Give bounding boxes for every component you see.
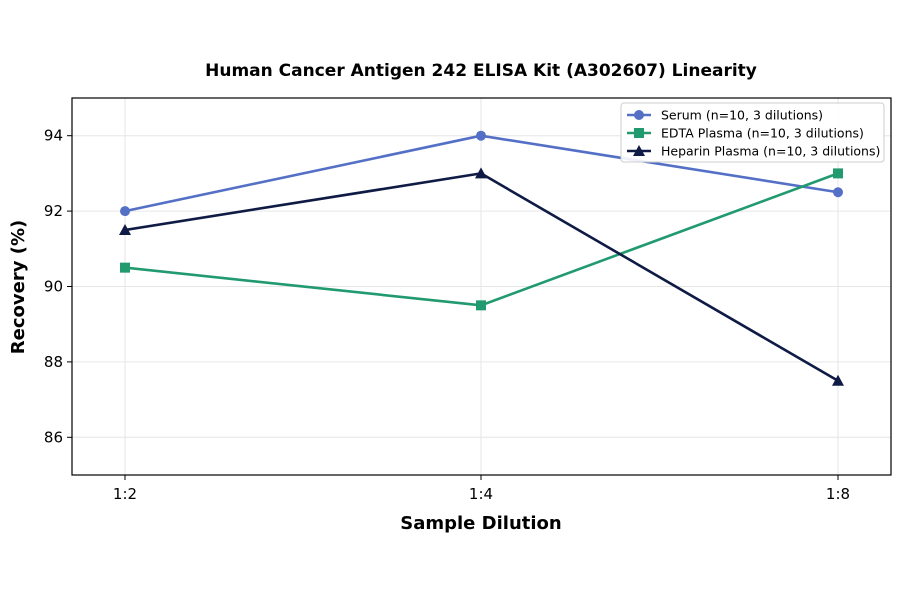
data-point (476, 300, 486, 311)
y-tick-label: 94 (44, 127, 63, 145)
legend-item: EDTA Plasma (n=10, 3 dilutions) (627, 126, 864, 141)
legend: Serum (n=10, 3 dilutions) EDTA Plasma (n=… (620, 102, 885, 163)
legend-label: EDTA Plasma (n=10, 3 dilutions) (661, 126, 864, 141)
series-layer (119, 130, 844, 386)
x-tick-label: 1:4 (469, 485, 493, 503)
y-tick-label: 90 (44, 278, 63, 296)
series-0 (120, 130, 843, 217)
series-2 (119, 167, 844, 386)
legend-box (620, 102, 885, 163)
data-point (120, 262, 130, 273)
data-point (833, 187, 843, 198)
data-point (475, 167, 487, 179)
data-point (476, 130, 486, 141)
legend-label: Heparin Plasma (n=10, 3 dilutions) (661, 144, 880, 159)
axis-ticks: 86 88 90 92 94 1:2 1:4 1:8 (44, 127, 850, 503)
data-point (833, 168, 843, 179)
legend-item: Heparin Plasma (n=10, 3 dilutions) (627, 144, 880, 159)
x-tick-label: 1:2 (113, 485, 137, 503)
y-axis-label: Recovery (%) (8, 220, 29, 354)
data-point (832, 374, 844, 386)
y-tick-label: 86 (44, 428, 63, 446)
x-axis-label: Sample Dilution (400, 513, 561, 534)
y-tick-label: 92 (44, 202, 63, 220)
data-point (120, 206, 130, 217)
series-1 (120, 168, 843, 311)
y-tick-label: 88 (44, 353, 63, 371)
data-point (119, 223, 131, 235)
x-tick-label: 1:8 (826, 485, 850, 503)
legend-label: Serum (n=10, 3 dilutions) (661, 108, 823, 123)
legend-marker (634, 110, 644, 120)
chart-title: Human Cancer Antigen 242 ELISA Kit (A302… (205, 61, 757, 81)
legend-item: Serum (n=10, 3 dilutions) (627, 108, 823, 123)
legend-marker (633, 145, 645, 156)
legend-marker (634, 128, 644, 138)
